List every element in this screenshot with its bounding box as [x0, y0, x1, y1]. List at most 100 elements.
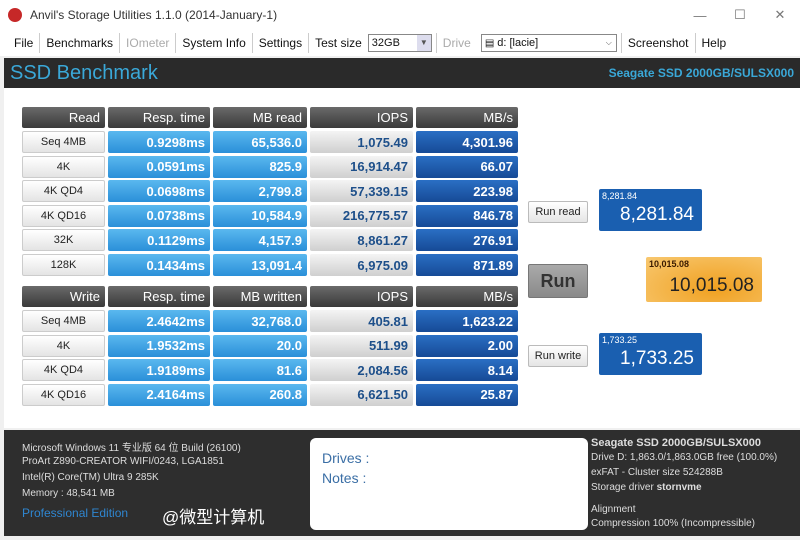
write-test-button[interactable]: 4K QD16 [22, 383, 105, 406]
notes-label: Notes : [322, 470, 367, 486]
read-cell: 65,536.0 [213, 131, 307, 153]
chevron-down-icon: ▼ [416, 35, 431, 51]
close-button[interactable]: ✕ [774, 7, 786, 22]
run-button[interactable]: Run [528, 264, 588, 298]
read-score-value: 8,281.84 [620, 204, 694, 225]
write-header-4: MB/s [416, 286, 518, 307]
write-cell: 511.99 [310, 334, 413, 357]
board-info: ProArt Z890-CREATOR WIFI/0243, LGA1851 [22, 456, 224, 467]
total-score-value: 10,015.08 [669, 275, 754, 296]
read-cell: 825.9 [213, 155, 307, 178]
menu-system-info[interactable]: System Info [176, 33, 253, 53]
read-header-3: IOPS [310, 107, 413, 128]
read-header-2: MB read [213, 107, 307, 128]
drive-fs: exFAT - Cluster size 524288B [591, 467, 723, 478]
benchmark-panel: Run read Run Run write 8,281.84 8,281.84 … [4, 88, 800, 428]
write-cell: 2.4642ms [108, 310, 210, 332]
read-cell: 10,584.9 [213, 204, 307, 227]
read-cell: 0.9298ms [108, 131, 210, 153]
write-test-button[interactable]: 4K QD4 [22, 359, 105, 382]
write-header-3: IOPS [310, 286, 413, 307]
read-cell: 1,075.49 [310, 131, 413, 153]
write-header-0: Write [22, 286, 105, 307]
read-cell: 0.1434ms [108, 254, 210, 276]
test-size-label: Test size [315, 36, 362, 50]
read-cell: 0.0738ms [108, 204, 210, 227]
write-score: 1,733.25 1,733.25 [599, 333, 702, 375]
read-test-button[interactable]: 4K [22, 155, 105, 178]
app-icon [8, 8, 22, 22]
write-cell: 2,084.56 [310, 359, 413, 382]
alignment-info: Alignment [591, 504, 636, 515]
read-cell: 6,975.09 [310, 254, 413, 276]
page-title: SSD Benchmark [10, 61, 158, 84]
menu-file[interactable]: File [8, 33, 41, 53]
read-cell: 871.89 [416, 254, 518, 276]
write-cell: 1,623.22 [416, 310, 518, 332]
write-cell: 405.81 [310, 310, 413, 332]
drive-icon: ▤ [484, 37, 495, 49]
minimize-button[interactable]: — [693, 7, 707, 23]
read-test-button[interactable]: 128K [22, 254, 105, 276]
drive-value: d: [lacie] [497, 37, 539, 49]
drive-label: Drive [435, 33, 477, 53]
info-panel: Microsoft Windows 11 专业版 64 位 Build (261… [4, 430, 800, 536]
read-cell: 57,339.15 [310, 180, 413, 203]
notes-box[interactable]: Drives : Notes : [310, 438, 588, 530]
read-test-button[interactable]: 4K QD4 [22, 180, 105, 203]
read-cell: 16,914.47 [310, 155, 413, 178]
read-cell: 4,301.96 [416, 131, 518, 153]
write-header-1: Resp. time [108, 286, 210, 307]
benchmark-header: SSD Benchmark Seagate SSD 2000GB/SULSX00… [4, 58, 800, 88]
write-cell: 6,621.50 [310, 383, 413, 406]
os-info: Microsoft Windows 11 专业版 64 位 Build (261… [22, 443, 241, 454]
window-title: Anvil's Storage Utilities 1.1.0 (2014-Ja… [30, 8, 278, 22]
read-test-button[interactable]: 32K [22, 229, 105, 252]
write-cell: 2.00 [416, 334, 518, 357]
read-cell: 846.78 [416, 204, 518, 227]
drive-select[interactable]: ▤ d: [lacie] ⌵ [480, 34, 617, 52]
watermark: @微型计算机 [162, 508, 265, 527]
menu-screenshot[interactable]: Screenshot [620, 33, 696, 53]
compression-info: Compression 100% (Incompressible) [591, 518, 755, 529]
read-cell: 216,775.57 [310, 204, 413, 227]
driver-value: stornvme [656, 482, 702, 493]
write-header-2: MB written [213, 286, 307, 307]
edition-link[interactable]: Professional Edition [22, 506, 129, 520]
read-cell: 2,799.8 [213, 180, 307, 203]
menu-help[interactable]: Help [701, 36, 727, 50]
write-cell: 81.6 [213, 359, 307, 382]
read-cell: 4,157.9 [213, 229, 307, 252]
write-test-button[interactable]: 4K [22, 334, 105, 357]
run-write-button[interactable]: Run write [528, 345, 588, 367]
menu-iometer[interactable]: IOmeter [120, 33, 177, 53]
chevron-down-icon: ⌵ [605, 38, 612, 47]
read-cell: 0.1129ms [108, 229, 210, 252]
read-cell: 0.0591ms [108, 155, 210, 178]
read-score: 8,281.84 8,281.84 [599, 189, 702, 231]
total-score-small: 10,015.08 [649, 259, 690, 269]
write-cell: 8.14 [416, 359, 518, 382]
write-score-small: 1,733.25 [602, 335, 638, 345]
menu-bar: File Benchmarks IOmeter System Info Sett… [0, 30, 800, 56]
write-cell: 20.0 [213, 334, 307, 357]
write-score-value: 1,733.25 [620, 348, 694, 369]
drive-info-name: Seagate SSD 2000GB/SULSX000 [591, 437, 761, 449]
menu-settings[interactable]: Settings [253, 33, 310, 53]
drive-space: Drive D: 1,863.0/1,863.0GB free (100.0%) [591, 452, 778, 463]
run-read-button[interactable]: Run read [528, 201, 588, 223]
write-cell: 260.8 [213, 383, 307, 406]
test-size-select[interactable]: 32GB ▼ [367, 34, 432, 52]
read-test-button[interactable]: 4K QD16 [22, 204, 105, 227]
total-score: 10,015.08 10,015.08 [646, 257, 762, 302]
menu-benchmarks[interactable]: Benchmarks [40, 33, 121, 53]
drives-label: Drives : [322, 450, 370, 466]
driver-label: Storage driver [591, 482, 654, 493]
write-test-button[interactable]: Seq 4MB [22, 310, 105, 332]
title-bar: Anvil's Storage Utilities 1.1.0 (2014-Ja… [0, 0, 800, 30]
read-header-1: Resp. time [108, 107, 210, 128]
read-score-small: 8,281.84 [602, 191, 638, 201]
cpu-info: Intel(R) Core(TM) Ultra 9 285K [22, 472, 159, 483]
maximize-button[interactable]: ☐ [734, 7, 746, 22]
read-test-button[interactable]: Seq 4MB [22, 131, 105, 153]
